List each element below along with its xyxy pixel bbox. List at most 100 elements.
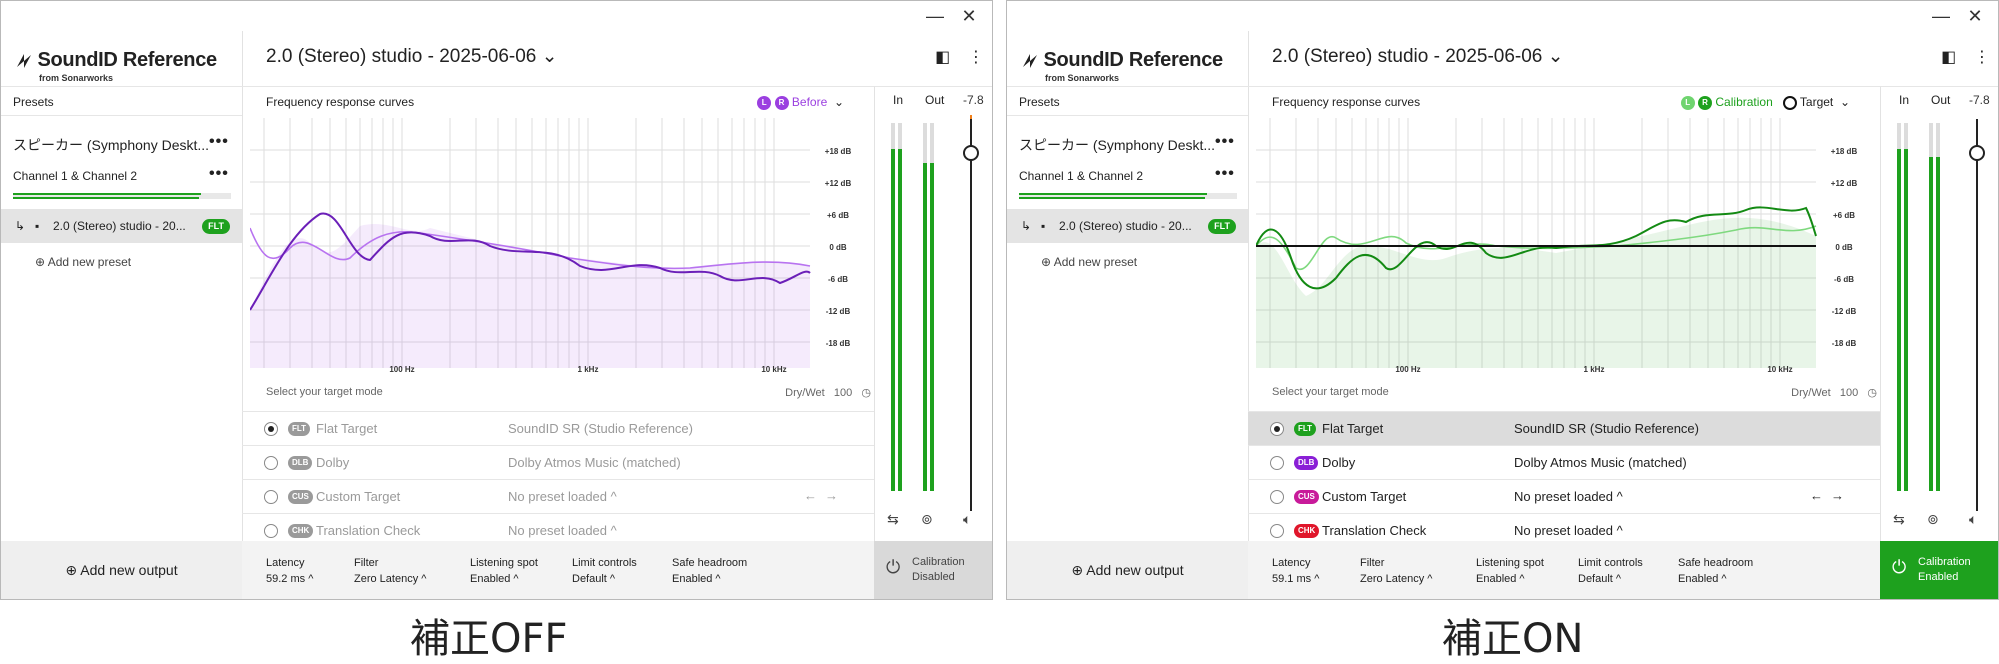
volume-fader-knob[interactable]	[963, 145, 979, 161]
mode-row-custom[interactable]: CUS Custom Target No preset loaded ^ ←→	[1248, 479, 1880, 514]
caption-off: 補正OFF	[410, 616, 568, 662]
preset-item[interactable]: ↳ ▪ 2.0 (Stereo) studio - 20... FLT	[1, 209, 242, 243]
channel-level-bar	[13, 193, 231, 199]
panel-toggle-icon[interactable]: ◧	[935, 49, 951, 66]
minimize-button[interactable]: —	[926, 6, 944, 26]
speaker-more-button[interactable]: •••	[1215, 133, 1235, 150]
preset-title-dropdown[interactable]: 2.0 (Stereo) studio - 2025-06-06 ⌄	[1272, 45, 1564, 68]
preset-item[interactable]: ↳ ▪ 2.0 (Stereo) studio - 20... FLT	[1007, 209, 1248, 243]
listening-spot-setting[interactable]: Listening spot Enabled ^	[1476, 557, 1544, 585]
minimize-button[interactable]: —	[1932, 6, 1950, 26]
speaker-more-button[interactable]: •••	[209, 133, 229, 150]
db-tick-labels: +18 dB +12 dB +6 dB 0 dB -6 dB -12 dB -18 dB	[825, 147, 852, 348]
limit-controls-setting[interactable]: Limit controls Default ^	[1578, 557, 1643, 585]
add-preset-button[interactable]: ⊕ Add new preset	[35, 255, 131, 269]
chevron-down-icon: ⌄	[1839, 95, 1850, 109]
calibration-area-fill	[1256, 217, 1816, 368]
mode-value: No preset loaded ^	[1514, 489, 1623, 504]
mono-icon[interactable]: ⊚	[1927, 511, 1939, 527]
preset-title-dropdown[interactable]: 2.0 (Stereo) studio - 2025-06-06 ⌄	[266, 45, 558, 68]
filter-setting[interactable]: Filter Zero Latency ^	[354, 557, 427, 585]
speaker-volume-icon[interactable]: 🔈︎	[1969, 511, 1978, 527]
volume-fader-track[interactable]	[1976, 119, 1978, 511]
add-output-button[interactable]: ⊕ Add new output	[1, 541, 242, 599]
drywet-control[interactable]: Dry/Wet 100 ◷	[785, 387, 871, 399]
more-vertical-icon[interactable]: ⋮	[968, 49, 984, 66]
mode-row-translation[interactable]: CHK Translation Check No preset loaded ^	[242, 513, 874, 548]
mode-row-flat[interactable]: FLT Flat Target SoundID SR (Studio Refer…	[242, 411, 874, 446]
limit-controls-setting[interactable]: Limit controls Default ^	[572, 557, 637, 585]
add-output-button[interactable]: ⊕ Add new output	[1007, 541, 1248, 599]
panel-toggle-icon[interactable]: ◧	[1941, 49, 1957, 66]
flt-badge: FLT	[1208, 219, 1236, 234]
radio-translation[interactable]	[1270, 524, 1284, 538]
close-button[interactable]: ✕	[1967, 6, 1983, 26]
freq-tick-label: 1 kHz	[1584, 365, 1605, 374]
channel-more-button[interactable]: •••	[209, 165, 229, 182]
calibration-curve	[1256, 206, 1817, 290]
output-meter	[1929, 123, 1941, 491]
mode-value: No preset loaded ^	[1514, 523, 1623, 538]
flt-badge: FLT	[202, 219, 230, 234]
latency-setting[interactable]: Latency 59.2 ms ^	[266, 557, 314, 585]
channel-more-button[interactable]: •••	[1215, 165, 1235, 182]
logo-subtitle: from Sonarworks	[39, 73, 114, 83]
db-tick-label: -6 dB	[1834, 275, 1854, 284]
listening-spot-setting[interactable]: Listening spot Enabled ^	[470, 557, 538, 585]
target-mode-title: Select your target mode	[266, 386, 383, 398]
legend-dropdown[interactable]: L R Before ⌄	[757, 87, 844, 117]
radio-flat[interactable]	[264, 422, 278, 436]
db-tick-label: -12 dB	[1832, 307, 1857, 316]
volume-fader-knob[interactable]	[1969, 145, 1985, 161]
legend-dropdown[interactable]: L R Calibration Target ⌄	[1680, 87, 1850, 117]
speaker-name[interactable]: スピーカー (Symphony Deskt...	[1019, 137, 1216, 153]
speaker-name[interactable]: スピーカー (Symphony Deskt...	[13, 137, 210, 153]
add-preset-button[interactable]: ⊕ Add new preset	[1041, 255, 1137, 269]
radio-custom[interactable]	[264, 490, 278, 504]
mode-row-dolby[interactable]: DLB Dolby Dolby Atmos Music (matched)	[1248, 445, 1880, 480]
radio-translation[interactable]	[264, 524, 278, 538]
calibration-toggle[interactable]: ⏻ Calibration Disabled	[874, 541, 992, 599]
radio-dolby[interactable]	[1270, 456, 1284, 470]
add-preset-label: Add new preset	[1053, 255, 1138, 269]
radio-flat[interactable]	[1270, 422, 1284, 436]
mono-icon[interactable]: ⊚	[921, 511, 933, 527]
mode-name: Dolby	[1322, 455, 1356, 470]
tag-dlb: DLB	[288, 456, 313, 470]
channel-label[interactable]: Channel 1 & Channel 2	[1019, 169, 1144, 183]
calibration-toggle[interactable]: ⏻ Calibration Enabled	[1880, 541, 1998, 599]
before-area-fill	[250, 224, 810, 368]
soundid-logo-icon	[1023, 53, 1037, 68]
prev-next-arrows[interactable]: ←→	[1810, 488, 1852, 503]
mode-row-translation[interactable]: CHK Translation Check No preset loaded ^	[1248, 513, 1880, 548]
radio-dolby[interactable]	[264, 456, 278, 470]
speaker-icon: ▪	[1041, 219, 1046, 233]
mode-name: Flat Target	[316, 421, 378, 436]
mode-row-flat[interactable]: FLT Flat Target SoundID SR (Studio Refer…	[1248, 411, 1880, 446]
legend-left-icon: L	[757, 95, 772, 110]
radio-custom[interactable]	[1270, 490, 1284, 504]
swap-icon[interactable]: ⇆	[1893, 511, 1905, 527]
latency-setting[interactable]: Latency 59.1 ms ^	[1272, 557, 1320, 585]
safe-headroom-setting[interactable]: Safe headroom Enabled ^	[672, 557, 748, 585]
mode-row-dolby[interactable]: DLB Dolby Dolby Atmos Music (matched)	[242, 445, 874, 480]
drywet-control[interactable]: Dry/Wet 100 ◷	[1791, 387, 1877, 399]
safe-headroom-setting[interactable]: Safe headroom Enabled ^	[1678, 557, 1754, 585]
db-tick-label: +6 dB	[1833, 211, 1855, 220]
logo-text: SoundID Reference	[37, 49, 217, 71]
swap-icon[interactable]: ⇆	[887, 511, 899, 527]
mode-row-custom[interactable]: CUS Custom Target No preset loaded ^ ←→	[242, 479, 874, 514]
input-meter	[1897, 123, 1909, 491]
speaker-volume-icon[interactable]: 🔈︎	[963, 511, 972, 527]
more-vertical-icon[interactable]: ⋮	[1974, 49, 1990, 66]
freq-tick-label: 100 Hz	[1395, 365, 1420, 374]
freq-tick-labels: 100 Hz 1 kHz 10 kHz	[1395, 365, 1792, 374]
filter-setting[interactable]: Filter Zero Latency ^	[1360, 557, 1433, 585]
channel-label[interactable]: Channel 1 & Channel 2	[13, 169, 138, 183]
sidebar: SoundID Reference from Sonarworks Preset…	[1007, 31, 1249, 599]
prev-next-arrows[interactable]: ←→	[804, 488, 846, 503]
close-button[interactable]: ✕	[961, 6, 977, 26]
before-curve	[250, 212, 811, 311]
volume-fader-track[interactable]	[970, 119, 972, 511]
level-meters: In Out -7.8 ⇆ ⊚ 🔈︎	[1880, 86, 1998, 542]
